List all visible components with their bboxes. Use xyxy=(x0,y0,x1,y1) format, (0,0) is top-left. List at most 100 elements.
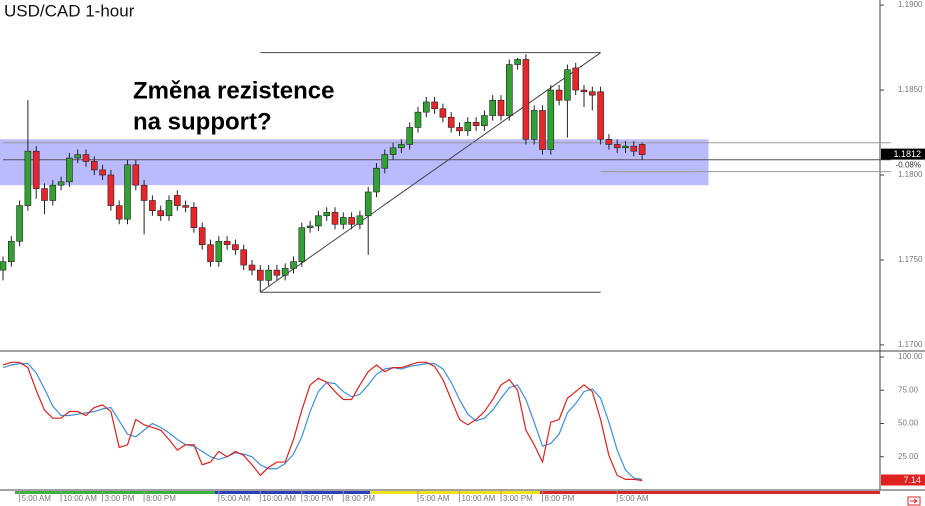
candle-body xyxy=(539,110,546,150)
candle-body xyxy=(572,67,580,91)
candle-body xyxy=(57,181,65,186)
candle-body xyxy=(66,157,73,183)
x-tick-label: 10:00 AM xyxy=(262,494,296,503)
x-tick-label: 10:00 AM xyxy=(63,494,97,503)
y-tick-label: 1.1850 xyxy=(898,85,923,94)
candle-body xyxy=(8,240,15,262)
support-zone xyxy=(0,139,709,186)
y-tick-label: 50.00 xyxy=(898,419,919,428)
y-tick-label: 1.1900 xyxy=(898,0,923,9)
candle-body xyxy=(580,89,588,93)
session-bar xyxy=(370,491,540,494)
y-tick-label: 100.00 xyxy=(898,352,923,361)
candle-body xyxy=(381,154,389,169)
x-tick-label: 5:00 AM xyxy=(221,494,251,503)
session-bar xyxy=(215,491,370,494)
y-tick-label: 1.1800 xyxy=(898,170,923,179)
candle-body xyxy=(439,108,447,118)
candle-body xyxy=(622,145,629,149)
candle-body xyxy=(406,127,414,145)
x-tick-label: 5:00 AM xyxy=(420,494,450,503)
candle-body xyxy=(124,164,131,220)
annotation: na support? xyxy=(133,108,272,135)
x-tick-label: 8:00 PM xyxy=(146,494,176,503)
candle-body xyxy=(530,110,538,140)
candle-body xyxy=(447,116,455,128)
x-tick-label: 3:00 PM xyxy=(503,494,533,503)
candle-body xyxy=(472,122,480,127)
candle-body xyxy=(339,217,347,225)
candle-body xyxy=(165,200,173,217)
candle-body xyxy=(497,99,505,116)
candle-body xyxy=(389,147,397,155)
candle-body xyxy=(32,150,40,189)
candle-body xyxy=(315,215,322,227)
candle-body xyxy=(638,144,646,155)
candle-body xyxy=(597,91,604,140)
candle-body xyxy=(99,169,106,176)
candle-body xyxy=(41,188,48,201)
y-tick-label: 1.1700 xyxy=(898,340,923,349)
candle-body xyxy=(547,89,555,150)
candle-body xyxy=(215,240,223,262)
change-label: -0.08% xyxy=(896,161,921,170)
candle-body xyxy=(157,210,164,217)
candle-body xyxy=(489,99,497,116)
candle-body xyxy=(198,227,206,245)
y-tick-label: 25.00 xyxy=(898,452,919,461)
candle-body xyxy=(348,217,355,225)
drawn-line xyxy=(260,52,601,293)
candle-body xyxy=(24,150,32,206)
x-tick-label: 8:00 PM xyxy=(345,494,375,503)
y-tick-label: 75.00 xyxy=(898,385,919,394)
candle-body xyxy=(240,249,247,266)
candle-body xyxy=(256,269,264,281)
candle-body xyxy=(456,127,463,132)
candle-body xyxy=(132,164,140,186)
session-bar xyxy=(540,491,880,494)
candle-body xyxy=(464,122,472,132)
x-tick-label: 8:00 PM xyxy=(545,494,575,503)
candle-body xyxy=(373,167,380,193)
x-tick-label: 5:00 AM xyxy=(22,494,52,503)
candle-body xyxy=(107,174,115,206)
candle-body xyxy=(273,269,281,276)
candle-body xyxy=(0,261,7,271)
price-label: 1.1812 xyxy=(893,149,921,159)
candle-body xyxy=(281,268,289,276)
candle-body xyxy=(398,144,405,149)
candle-body xyxy=(588,91,596,96)
x-tick-label: 3:00 PM xyxy=(105,494,135,503)
candle-body xyxy=(613,144,621,149)
candle-body xyxy=(356,215,364,225)
candle-body xyxy=(91,161,98,171)
candle-body xyxy=(630,145,638,152)
candle-body xyxy=(140,184,148,201)
candle-body xyxy=(82,154,90,162)
candle-body xyxy=(522,59,530,140)
chart-title: USD/CAD 1-hour xyxy=(4,1,135,20)
candle-body xyxy=(74,154,81,159)
candle-body xyxy=(514,59,521,65)
candle-body xyxy=(190,206,198,228)
candle-body xyxy=(290,261,297,269)
candle-body xyxy=(16,205,23,242)
candle-body xyxy=(49,184,57,201)
price-label-box xyxy=(881,148,925,160)
candle-body xyxy=(182,205,189,208)
scroll-arrow xyxy=(910,498,918,504)
candle-body xyxy=(555,89,563,101)
candle-body xyxy=(505,64,513,116)
candle-body xyxy=(481,115,488,127)
x-tick-label: 10:00 AM xyxy=(462,494,496,503)
y-tick-label: 1.1750 xyxy=(898,255,923,264)
annotation: Změna rezistence xyxy=(133,77,334,104)
candle-body xyxy=(414,111,422,128)
candle-body xyxy=(298,227,306,262)
x-tick-label: 5:00 AM xyxy=(619,494,649,503)
x-tick-label: 3:00 PM xyxy=(304,494,334,503)
candle-body xyxy=(422,101,430,113)
candle-body xyxy=(149,200,156,211)
